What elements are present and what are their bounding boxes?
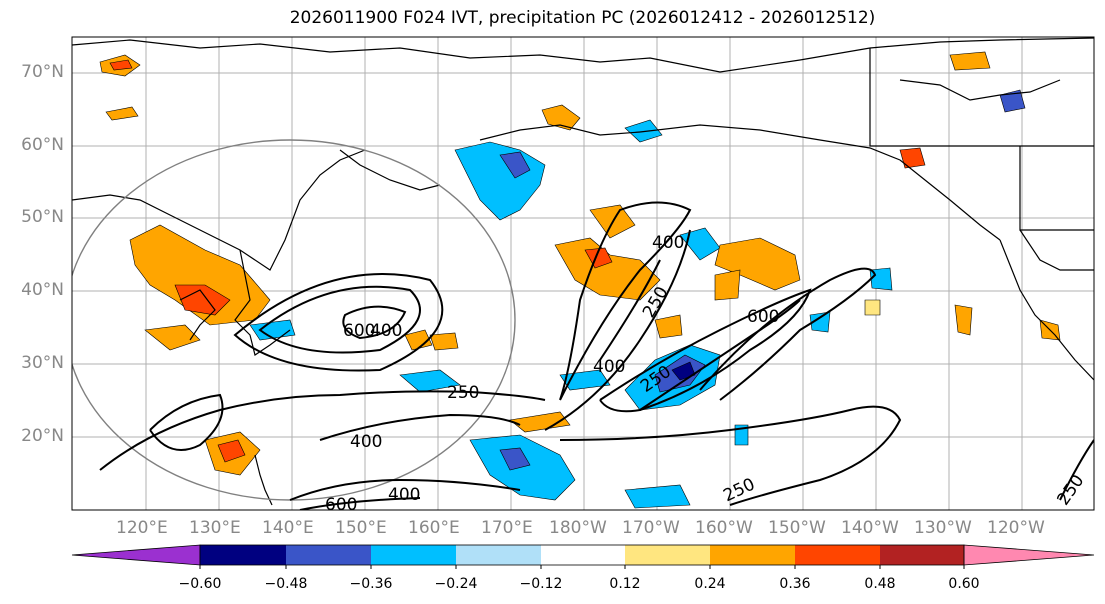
colorbar-segment	[200, 545, 286, 565]
lon-label: 150°E	[335, 518, 387, 538]
lat-label: 30°N	[21, 353, 64, 373]
contour-label: 250	[447, 383, 479, 403]
colorbar-extend-high	[963, 544, 1095, 566]
map-plot-area: 400 250 600 400 400 250 600 250 400 400 …	[72, 37, 1094, 515]
colorbar-tick-label: −0.60	[178, 576, 222, 592]
colorbar-segment	[456, 545, 541, 565]
colorbar-tick-label: 0.36	[779, 576, 811, 592]
colorbar-segment	[795, 545, 880, 565]
lon-label: 170°E	[481, 518, 533, 538]
lon-label: 160°E	[408, 518, 460, 538]
lon-label: 140°W	[841, 518, 899, 538]
lat-label: 50°N	[21, 207, 64, 227]
colorbar	[71, 544, 1095, 569]
lon-label: 150°W	[768, 518, 826, 538]
colorbar-tick-label: −0.48	[264, 576, 308, 592]
lon-label: 120°E	[116, 518, 168, 538]
lon-label: 170°W	[622, 518, 680, 538]
lat-label: 20°N	[21, 426, 64, 446]
colorbar-extend-low	[71, 544, 201, 566]
contour-label: 400	[652, 233, 684, 253]
colorbar-segment	[371, 545, 456, 565]
lon-label: 130°W	[914, 518, 972, 538]
colorbar-tick-label: −0.24	[434, 576, 478, 592]
map-title: 2026011900 F024 IVT, precipitation PC (2…	[289, 8, 876, 28]
plot-frame	[71, 36, 1095, 511]
colorbar-tick-label: 0.12	[609, 576, 641, 592]
lat-label: 60°N	[21, 135, 64, 155]
colorbar-segment	[625, 545, 710, 565]
colorbar-segment	[710, 545, 795, 565]
lat-label: 70°N	[21, 62, 64, 82]
contour-label: 400	[370, 321, 402, 341]
lon-label: 120°W	[987, 518, 1045, 538]
ivt-contours	[99, 201, 1094, 510]
lon-label: 140°E	[262, 518, 314, 538]
contour-label: 400	[350, 432, 382, 452]
colorbar-tick-label: −0.36	[349, 576, 393, 592]
colorbar-segment	[880, 545, 964, 565]
lon-label: 180°W	[549, 518, 607, 538]
coastlines	[72, 37, 1094, 506]
contour-label: 400	[593, 357, 625, 377]
lon-label: 130°E	[189, 518, 241, 538]
colorbar-tick-label: −0.12	[519, 576, 563, 592]
colorbar-tick-label: 0.60	[948, 576, 980, 592]
colorbar-segment	[541, 545, 625, 565]
colorbar-tick-label: 0.48	[864, 576, 896, 592]
contour-label: 400	[388, 485, 420, 505]
colorbar-segment	[286, 545, 371, 565]
contour-label: 600	[343, 321, 375, 341]
lat-label: 40°N	[21, 280, 64, 300]
contour-label: 600	[747, 307, 779, 327]
lon-label: 160°W	[695, 518, 753, 538]
contour-label: 600	[325, 495, 357, 515]
colorbar-tick-label: 0.24	[694, 576, 726, 592]
